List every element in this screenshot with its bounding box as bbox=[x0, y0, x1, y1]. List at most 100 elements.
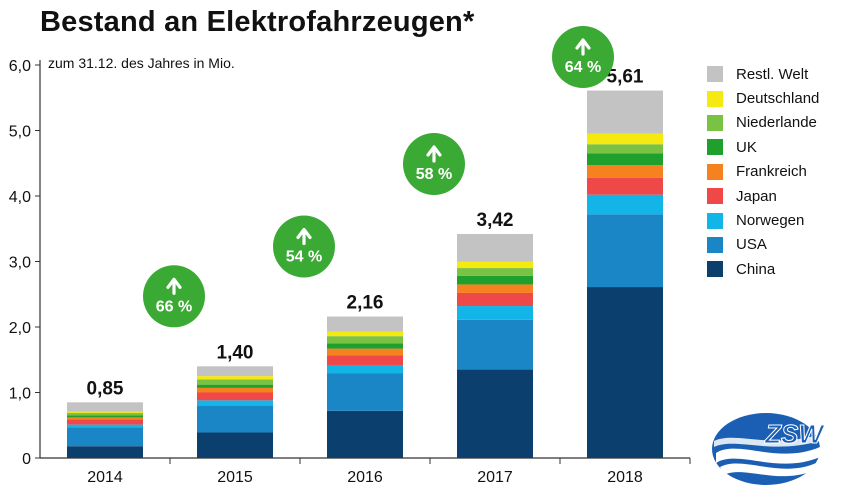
y-tick-label: 5,0 bbox=[9, 124, 31, 141]
bar-total-label: 0,85 bbox=[87, 378, 124, 399]
growth-badge-label: 64 % bbox=[565, 59, 601, 76]
legend-swatch bbox=[707, 114, 723, 131]
legend-item: Deutschland bbox=[707, 86, 842, 110]
bar-segment-uk bbox=[587, 153, 663, 166]
bar-segment-restl-welt bbox=[67, 402, 143, 412]
legend-label: USA bbox=[736, 236, 767, 254]
bar-segment-norwegen bbox=[587, 194, 663, 215]
bar-segment-usa bbox=[327, 373, 403, 411]
x-tick-label: 2016 bbox=[347, 469, 383, 486]
bar-segment-japan bbox=[457, 292, 533, 307]
legend-label: Niederlande bbox=[736, 114, 817, 132]
growth-badge-label: 66 % bbox=[156, 298, 192, 315]
bar-segment-frankreich bbox=[457, 284, 533, 293]
bar-segment-uk bbox=[327, 343, 403, 349]
x-tick-label: 2015 bbox=[217, 469, 253, 486]
legend-label: Japan bbox=[736, 187, 777, 205]
legend-item: China bbox=[707, 257, 842, 281]
y-tick-label: 1,0 bbox=[9, 386, 31, 403]
bar-total-label: 2,16 bbox=[347, 293, 384, 314]
legend-item: Restl. Welt bbox=[707, 62, 842, 86]
bar-segment-china bbox=[67, 446, 143, 458]
legend-swatch bbox=[707, 212, 723, 229]
bar-segment-niederlande bbox=[457, 268, 533, 276]
bar-segment-usa bbox=[197, 405, 273, 433]
bar-segment-japan bbox=[197, 392, 273, 401]
bar-segment-deutschland bbox=[587, 133, 663, 145]
bar-segment-norwegen bbox=[327, 364, 403, 374]
bar-total-label: 3,42 bbox=[477, 210, 514, 231]
bar-segment-china bbox=[327, 410, 403, 458]
bar-segment-uk bbox=[197, 384, 273, 388]
y-tick-label: 6,0 bbox=[9, 58, 31, 75]
zsw-logo: ZSW bbox=[712, 413, 826, 485]
y-tick-label: 2,0 bbox=[9, 320, 31, 337]
bar-segment-restl-welt bbox=[197, 366, 273, 377]
legend-label: UK bbox=[736, 138, 757, 156]
bar-segment-deutschland bbox=[327, 331, 403, 337]
y-tick-label: 0 bbox=[22, 451, 31, 468]
growth-badge bbox=[273, 215, 335, 278]
y-tick-label: 4,0 bbox=[9, 189, 31, 206]
bar-segment-restl-welt bbox=[587, 90, 663, 134]
legend-item: Frankreich bbox=[707, 160, 842, 184]
bar-segment-usa bbox=[457, 319, 533, 370]
x-tick-label: 2014 bbox=[87, 469, 123, 486]
legend-label: Deutschland bbox=[736, 90, 820, 108]
legend-label: China bbox=[736, 260, 776, 278]
legend-swatch bbox=[707, 236, 723, 253]
bar-segment-niederlande bbox=[67, 412, 143, 416]
growth-badge bbox=[143, 265, 205, 328]
growth-badge bbox=[552, 26, 614, 88]
zsw-logo-text: ZSW bbox=[764, 419, 825, 449]
legend-item: Norwegen bbox=[707, 208, 842, 232]
bar-segment-japan bbox=[587, 177, 663, 195]
legend-swatch bbox=[707, 139, 723, 156]
bar-segment-restl-welt bbox=[327, 316, 403, 332]
legend-swatch bbox=[707, 66, 723, 83]
bar-segment-china bbox=[587, 287, 663, 458]
bar-segment-china bbox=[457, 369, 533, 458]
chart-title: Bestand an Elektrofahrzeugen* bbox=[40, 6, 475, 38]
growth-arrow-icon bbox=[166, 277, 182, 295]
legend-swatch bbox=[707, 163, 723, 180]
bar-total-label: 5,61 bbox=[607, 67, 644, 88]
bar-segment-frankreich bbox=[197, 387, 273, 393]
bar-segment-frankreich bbox=[327, 348, 403, 356]
legend-swatch bbox=[707, 261, 723, 278]
bar-segment-uk bbox=[67, 415, 143, 418]
growth-arrow-icon bbox=[296, 227, 312, 246]
bar-segment-deutschland bbox=[457, 261, 533, 269]
legend-label: Restl. Welt bbox=[736, 65, 809, 83]
legend-label: Norwegen bbox=[736, 212, 805, 230]
bar-segment-deutschland bbox=[197, 376, 273, 380]
x-tick-label: 2017 bbox=[477, 469, 513, 486]
bar-total-label: 1,40 bbox=[217, 342, 254, 363]
legend-swatch bbox=[707, 90, 723, 107]
legend-swatch bbox=[707, 188, 723, 205]
bar-segment-frankreich bbox=[587, 165, 663, 178]
chart-subtitle: zum 31.12. des Jahres in Mio. bbox=[48, 55, 235, 71]
legend-item: Niederlande bbox=[707, 111, 842, 135]
x-tick-label: 2018 bbox=[607, 469, 643, 486]
legend-item: Japan bbox=[707, 184, 842, 208]
chart-legend: Restl. Welt Deutschland Niederlande UK Frank… bbox=[707, 62, 842, 282]
bar-segment-norwegen bbox=[197, 400, 273, 406]
bar-segment-niederlande bbox=[197, 379, 273, 385]
bar-segment-deutschland bbox=[67, 411, 143, 413]
chart-svg: 0 1,0 2,0 3,0 4,0 5,0 6,0 zum 31.12. des Jahres… bbox=[9, 26, 691, 486]
legend-item: UK bbox=[707, 135, 842, 159]
legend-label: Frankreich bbox=[736, 163, 807, 181]
zsw-logo-globe-icon bbox=[712, 413, 820, 485]
y-tick-label: 3,0 bbox=[9, 255, 31, 272]
bar-segment-niederlande bbox=[587, 144, 663, 154]
bar-segment-restl-welt bbox=[457, 233, 533, 262]
bar-segment-niederlande bbox=[327, 336, 403, 344]
growth-badge-label: 58 % bbox=[416, 166, 452, 183]
bar-segment-usa bbox=[587, 214, 663, 288]
bar-segment-frankreich bbox=[67, 417, 143, 420]
growth-badge-label: 54 % bbox=[286, 249, 322, 266]
bar-segment-japan bbox=[327, 355, 403, 365]
legend-item: USA bbox=[707, 233, 842, 257]
growth-arrow-icon bbox=[426, 145, 442, 163]
